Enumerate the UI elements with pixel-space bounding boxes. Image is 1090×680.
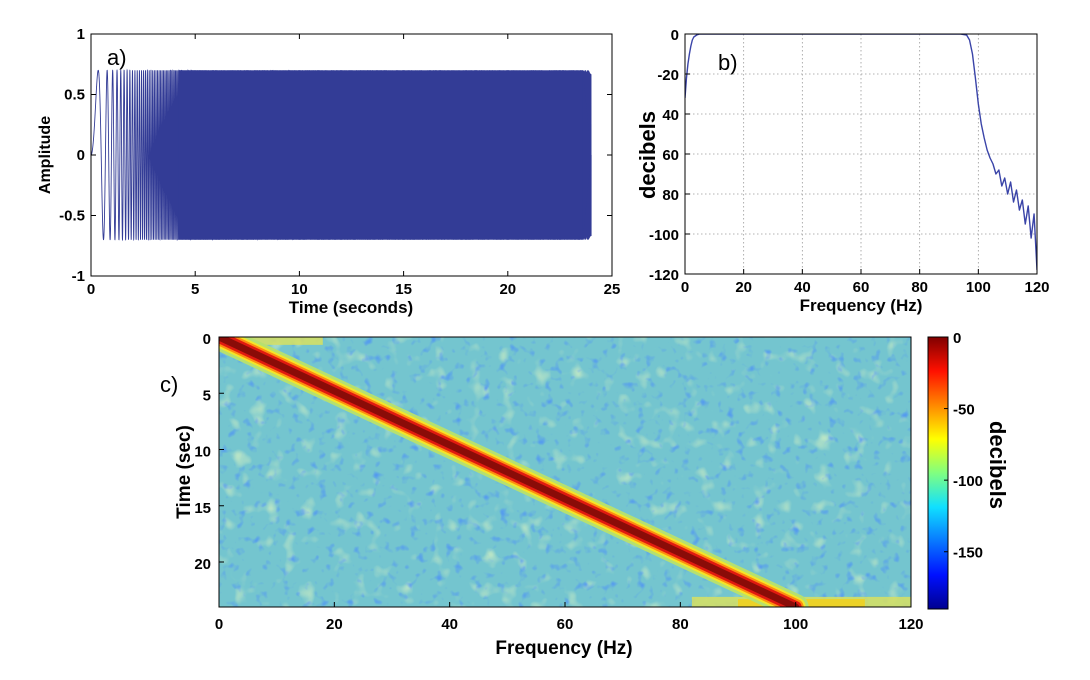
panel-c-xtick-label: 40 (441, 616, 458, 633)
panel-b-axis-ticks: 0 20 40 60 80 100 120 0 -20 40 60 80 -100 -120 (649, 27, 1050, 296)
panel-a-chirp-taper (582, 70, 592, 240)
panel-b-response-line (685, 34, 1037, 271)
panel-c-xtick-label: 80 (672, 616, 689, 633)
panel-b-xtick-label: 0 (681, 279, 689, 296)
colorbar-label: decibels (985, 421, 1010, 509)
colorbar-tick-label: -50 (953, 402, 975, 419)
panel-c-ridge-core (219, 337, 800, 607)
panel-a-ytick-label: -1 (72, 268, 85, 285)
panel-a-chirp-envelope (178, 70, 583, 240)
panel-a-ylabel: Amplitude (37, 116, 54, 194)
panel-c-ylabel: Time (sec) (174, 425, 195, 519)
panel-b-xlabel: Frequency (Hz) (800, 296, 923, 315)
panel-c-xtick-label: 60 (557, 616, 574, 633)
panel-b-ytick-label: 80 (662, 187, 679, 204)
panel-c-xlabel: Frequency (Hz) (495, 638, 632, 659)
colorbar-tick-label: -100 (953, 473, 983, 490)
panel-b-ylabel: decibels (635, 111, 660, 199)
panel-a-axis-ticks: 0 5 10 15 20 25 1 0.5 0 -0.5 -1 (59, 26, 620, 298)
colorbar-tick-label: 0 (953, 330, 961, 347)
panel-c-ytick-label: 10 (194, 444, 211, 461)
panel-b-xtick-label: 20 (735, 279, 752, 296)
panel-c-ytick-label: 15 (194, 500, 211, 517)
panel-b-ytick-label: 40 (662, 107, 679, 124)
panel-c-ridge-marks (219, 337, 911, 607)
panel-b-xtick-label: 120 (1024, 279, 1049, 296)
panel-b-grid (685, 34, 1037, 274)
panel-c-axis-ticks: 0 20 40 60 80 100 120 0 5 10 15 20 (194, 331, 923, 633)
panel-a-ytick-label: 0 (77, 147, 85, 164)
panel-c-xtick-label: 20 (326, 616, 343, 633)
panel-a-label: a) (107, 45, 127, 70)
colorbar-gradient (927, 336, 949, 610)
panel-b-xtick-label: 80 (911, 279, 928, 296)
panel-c-xtick-label: 0 (215, 616, 223, 633)
panel-a-ytick-label: -0.5 (59, 208, 85, 225)
panel-a-signal-marks (91, 68, 592, 242)
panel-b-response-marks (685, 34, 1037, 271)
panel-c-ytick-label: 5 (203, 387, 211, 404)
panel-a-xlabel: Time (seconds) (289, 298, 413, 317)
panel-b-label: b) (718, 50, 738, 75)
panel-c-start-band (236, 337, 323, 345)
panel-a-ytick-label: 0.5 (64, 87, 85, 104)
panel-b-ytick-label: -100 (649, 227, 679, 244)
colorbar-tick-label: -150 (953, 545, 983, 562)
panel-c-ytick-label: 0 (203, 331, 211, 348)
panel-c-spectrogram: 0 20 40 60 80 100 120 0 5 10 15 20 c) Frequency (Hz… (160, 330, 1010, 659)
panel-a-xtick-label: 0 (87, 281, 95, 298)
panel-b-ytick-label: -120 (649, 267, 679, 284)
panel-c-xtick-label: 100 (783, 616, 808, 633)
panel-a-xtick-label: 10 (291, 281, 308, 298)
panel-a-xtick-label: 5 (191, 281, 199, 298)
panel-a-xtick-label: 20 (499, 281, 516, 298)
panel-b-ytick-label: 60 (662, 147, 679, 164)
panel-a-xtick-label: 25 (604, 281, 621, 298)
panel-b-frequency-response: 0 20 40 60 80 100 120 0 -20 40 60 80 -100 -120 b) Fre… (635, 27, 1050, 315)
panel-c-ytick-label: 20 (194, 556, 211, 573)
panel-b-xtick-label: 40 (794, 279, 811, 296)
panel-a-xtick-label: 15 (395, 281, 412, 298)
panel-b-ytick-label: -20 (657, 67, 679, 84)
colorbar: 0 -50 -100 -150 decibels (927, 330, 1010, 610)
panel-a-ytick-label: 1 (77, 26, 85, 43)
panel-b-xtick-label: 60 (853, 279, 870, 296)
panel-b-ytick-label: 0 (671, 27, 679, 44)
panel-b-xtick-label: 100 (966, 279, 991, 296)
panel-c-xtick-label: 120 (898, 616, 923, 633)
colorbar-ticks: 0 -50 -100 -150 (944, 330, 983, 562)
panel-c-label: c) (160, 372, 178, 397)
